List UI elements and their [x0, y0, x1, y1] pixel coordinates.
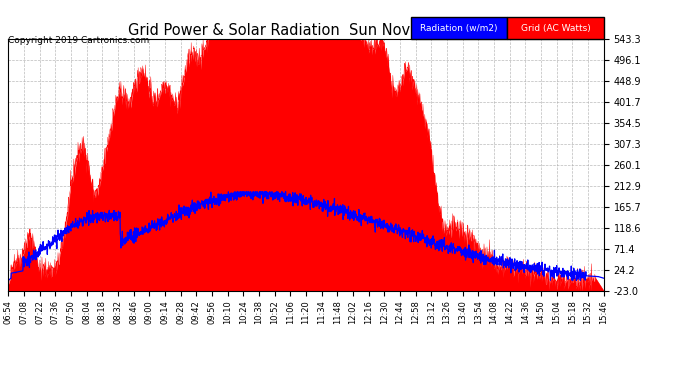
Title: Grid Power & Solar Radiation  Sun Nov 17  15:59: Grid Power & Solar Radiation Sun Nov 17 … [128, 23, 484, 38]
Text: Grid (AC Watts): Grid (AC Watts) [520, 24, 591, 33]
Text: Radiation (w/m2): Radiation (w/m2) [420, 24, 497, 33]
FancyBboxPatch shape [507, 17, 604, 39]
Text: Copyright 2019 Cartronics.com: Copyright 2019 Cartronics.com [8, 36, 150, 45]
FancyBboxPatch shape [411, 17, 507, 39]
